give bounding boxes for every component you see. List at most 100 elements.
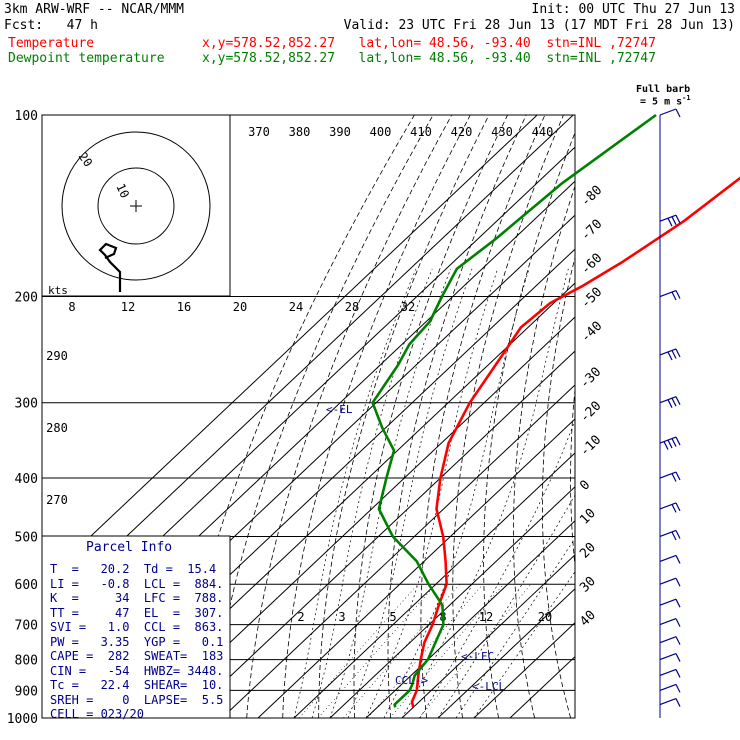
wind-barb-flag <box>671 504 677 513</box>
isotherm-label: 10 <box>577 506 599 528</box>
moist-adiabat <box>383 268 530 718</box>
wind-barb <box>659 668 681 678</box>
mixing-ratio-label: 2 <box>297 610 304 624</box>
isotherm-line <box>401 554 575 718</box>
pressure-tick-label: 1000 <box>7 712 38 727</box>
forecast-hour: Fcst: 47 h <box>4 18 98 33</box>
theta-label: 290 <box>46 349 68 363</box>
mixing-ratio-label: 32 <box>401 300 415 314</box>
theta-label: 370 <box>248 125 270 139</box>
dewpoint-location: x,y=578.52,852.27 lat,lon= 48.56, -93.40… <box>202 51 656 66</box>
wind-barb-flag <box>675 653 681 662</box>
wind-barb <box>659 653 681 662</box>
isotherm-line <box>365 520 575 718</box>
dry-adiabat <box>625 115 679 718</box>
mixing-ratio-label: 16 <box>177 300 191 314</box>
lcl-marker: <-LCL <box>472 680 505 693</box>
parcel-info-row: SREH = 0 LAPSE= 5.5 <box>50 692 224 707</box>
pressure-tick-label: 400 <box>15 472 38 487</box>
hodograph-ring <box>97 167 175 245</box>
wind-barb-flag <box>671 350 677 359</box>
wind-barb-flag <box>671 291 677 301</box>
theta-label: 420 <box>451 125 473 139</box>
wind-barb <box>659 108 681 118</box>
wind-barb <box>659 636 681 645</box>
parcel-info-box <box>41 535 231 719</box>
dry-adiabat <box>282 115 471 718</box>
isotherm-label: -20 <box>577 399 604 426</box>
wind-barb <box>659 554 681 564</box>
dry-adiabat <box>318 115 490 718</box>
wind-barb-flag <box>675 108 681 118</box>
mixing-ratio-label: 24 <box>289 300 303 314</box>
wind-barb-shaft <box>659 698 677 706</box>
mixing-ratio-line <box>298 583 419 718</box>
pressure-tick-label: 100 <box>15 109 38 124</box>
wind-barb-flag <box>675 598 681 608</box>
mixing-ratio-line <box>317 584 437 718</box>
lfc-marker: <-LFC <box>461 650 494 663</box>
plot-frame <box>41 114 576 719</box>
temperature-legend: Temperature <box>8 36 95 51</box>
theta-label: 440 <box>532 125 554 139</box>
theta-label: 390 <box>329 125 351 139</box>
wind-barb-shaft <box>659 653 677 661</box>
parcel-info-row: CIN = -54 HWBZ= 3448. <box>50 663 224 678</box>
parcel-info-row: SVI = 1.0 CCL = 863. <box>50 620 224 634</box>
wind-barb-flag <box>671 216 677 225</box>
mixing-ratio-label: 3 <box>338 610 345 624</box>
hodograph <box>41 114 231 297</box>
wind-barb-shaft <box>659 529 677 538</box>
theta-label: 280 <box>46 421 68 435</box>
theta-label: 400 <box>370 125 392 139</box>
parcel-info-row: TT = 47 EL = 307. <box>50 605 224 620</box>
dry-adiabat <box>452 115 564 718</box>
hodograph-units-label: kts <box>48 284 68 297</box>
mixing-ratio-label: 28 <box>345 300 359 314</box>
parcel-info-row: LI = -0.8 LCL = 884. <box>50 576 224 591</box>
isotherm-label: -80 <box>578 183 605 210</box>
parcel-info-row: CELL = 023/20 <box>50 707 144 721</box>
wind-barb-flag <box>675 214 681 224</box>
isotherm-line <box>257 418 575 718</box>
dewpoint-profile <box>371 113 657 708</box>
pressure-tick-label: 300 <box>15 397 38 412</box>
isotherm-line <box>221 384 575 718</box>
pressure-tick-label: 200 <box>15 291 38 306</box>
pressure-tick-label: 900 <box>15 684 38 699</box>
wind-barb-shaft <box>659 502 677 510</box>
parcel-info-row: K = 34 LFC = 788. <box>50 591 224 605</box>
wind-barb <box>659 214 681 227</box>
wind-barb-flag <box>675 555 681 564</box>
theta-label: 410 <box>410 125 432 139</box>
isotherm-label: -40 <box>578 319 605 346</box>
dry-adiabat <box>724 115 740 718</box>
isotherm-line <box>437 588 575 718</box>
wind-barb <box>659 471 681 482</box>
el-marker: <-EL <box>326 403 353 416</box>
wind-barb-shaft <box>659 618 677 626</box>
dry-adiabat <box>542 255 575 718</box>
wind-barb-shaft <box>659 289 677 298</box>
mixing-ratio-label: 12 <box>479 610 493 624</box>
wind-barb-flag <box>675 436 681 446</box>
parcel-info-panel <box>41 535 231 719</box>
wind-barb-flag <box>675 698 681 707</box>
full-barb-label: Full barb <box>636 84 691 95</box>
pressure-tick-label: 700 <box>15 619 38 634</box>
moist-adiabat <box>347 268 473 718</box>
wind-barb-flag <box>671 438 677 447</box>
wind-barb <box>659 289 681 301</box>
wind-barb <box>659 436 681 450</box>
dry-adiabat <box>676 115 740 718</box>
parcel-info-row: PW = 3.35 YGP = 0.1 <box>50 634 224 649</box>
isotherm-label: -30 <box>577 365 604 392</box>
wind-barb <box>659 529 681 541</box>
wind-barb-flag <box>667 351 673 361</box>
valid-time: Valid: 23 UTC Fri 28 Jun 13 (17 MDT Fri … <box>343 18 735 33</box>
isotherm-line <box>42 115 538 583</box>
parcel-info-title: Parcel Info <box>86 540 173 555</box>
theta-label: 380 <box>289 125 311 139</box>
